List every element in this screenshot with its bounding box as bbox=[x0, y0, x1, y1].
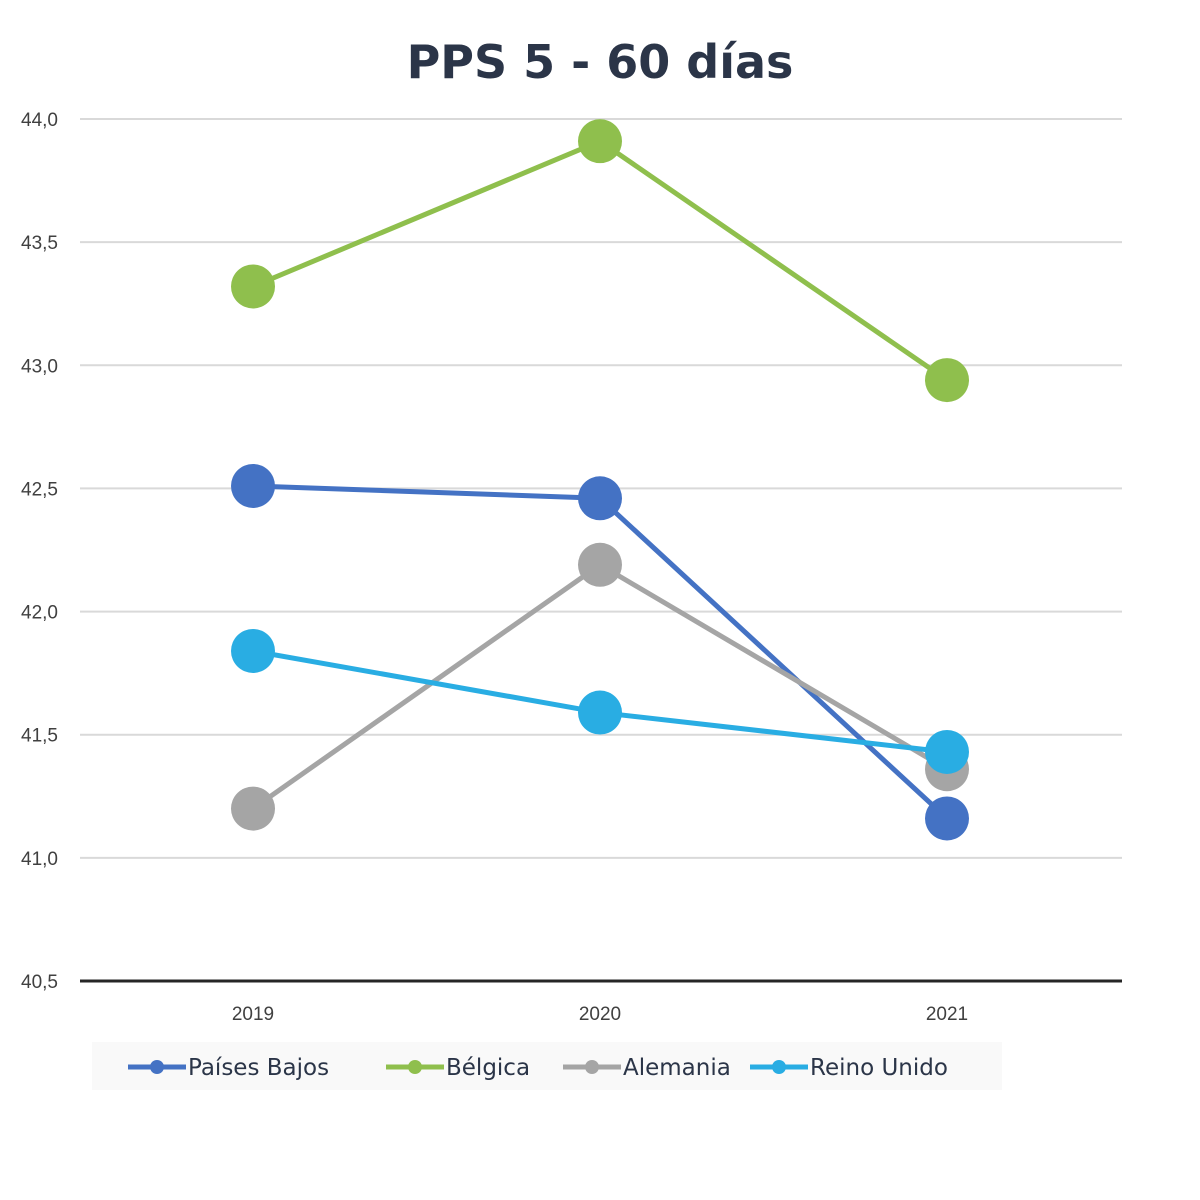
legend-label: Bélgica bbox=[446, 1055, 530, 1081]
data-point bbox=[231, 264, 275, 309]
legend-item: Bélgica bbox=[386, 1055, 530, 1081]
y-axis: 40,5 41,0 41,5 42,0 42,5 43,0 43,5 44,0 bbox=[21, 110, 58, 993]
data-point bbox=[231, 463, 275, 508]
data-point bbox=[231, 628, 275, 673]
y-tick-label: 40,5 bbox=[21, 972, 58, 993]
y-tick-label: 41,5 bbox=[21, 726, 58, 747]
data-point bbox=[578, 119, 622, 164]
series-line bbox=[252, 138, 949, 383]
legend-marker bbox=[408, 1060, 422, 1074]
y-tick-label: 43,0 bbox=[21, 356, 58, 377]
series-1 bbox=[231, 119, 969, 403]
data-point bbox=[231, 786, 275, 831]
series-line bbox=[252, 483, 949, 821]
data-point bbox=[925, 796, 969, 841]
y-tick-label: 42,5 bbox=[21, 479, 58, 500]
legend-marker bbox=[772, 1060, 786, 1074]
x-axis: 2019 2020 2021 bbox=[80, 979, 1122, 1025]
legend-item: Alemania bbox=[563, 1055, 731, 1081]
series-0 bbox=[231, 463, 969, 841]
data-point bbox=[578, 476, 622, 521]
data-point bbox=[578, 542, 622, 587]
legend-label: Reino Unido bbox=[810, 1055, 948, 1081]
series-3 bbox=[231, 628, 969, 774]
y-tick-label: 43,5 bbox=[21, 233, 58, 254]
series-2 bbox=[231, 542, 969, 831]
x-tick-label: 2021 bbox=[926, 1004, 968, 1025]
data-point bbox=[925, 358, 969, 403]
legend-marker bbox=[585, 1060, 599, 1074]
y-tick-label: 42,0 bbox=[21, 603, 58, 624]
legend-item: Países Bajos bbox=[128, 1055, 329, 1081]
y-tick-label: 44,0 bbox=[21, 110, 58, 131]
data-point bbox=[578, 690, 622, 735]
legend-marker bbox=[150, 1060, 164, 1074]
data-point bbox=[925, 729, 969, 774]
x-tick-label: 2020 bbox=[579, 1004, 621, 1025]
y-tick-label: 41,0 bbox=[21, 849, 58, 870]
legend-label: Países Bajos bbox=[188, 1055, 329, 1081]
legend-item: Reino Unido bbox=[750, 1055, 948, 1081]
legend: Países Bajos Bélgica Alemania Reino Unido bbox=[92, 1042, 1002, 1090]
legend-label: Alemania bbox=[623, 1055, 731, 1081]
chart-title: PPS 5 - 60 días bbox=[407, 35, 794, 89]
series-line bbox=[251, 562, 949, 811]
x-tick-label: 2019 bbox=[232, 1004, 274, 1025]
legend-box bbox=[92, 1042, 1002, 1090]
series-group bbox=[231, 119, 969, 841]
